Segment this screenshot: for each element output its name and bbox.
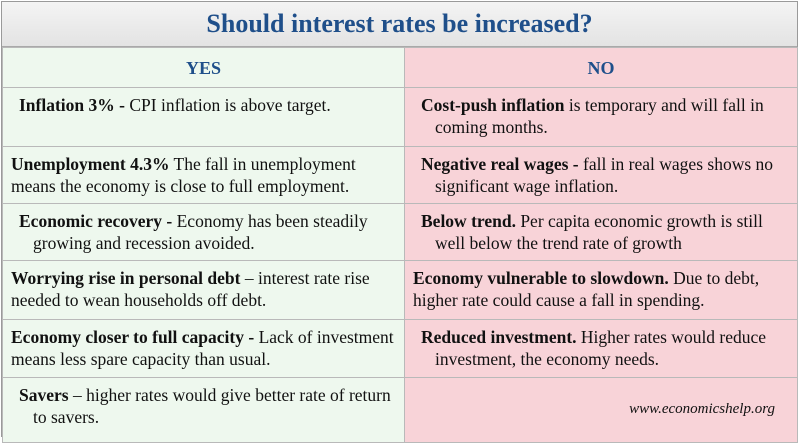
- table-row: Worrying rise in personal debt – interes…: [2, 260, 798, 320]
- no-point-text: Due to debt, higher rate could cause a f…: [413, 268, 760, 310]
- table-row: Inflation 3% - CPI inflation is above ta…: [2, 87, 798, 147]
- yes-point-title: Savers: [19, 385, 69, 405]
- table-row: Economic recovery - Economy has been ste…: [2, 203, 798, 261]
- no-point-title: Below trend.: [421, 211, 516, 231]
- yes-point-text: Economy has been steadily growing and re…: [33, 211, 368, 253]
- yes-point-title: Economy closer to full capacity -: [11, 327, 255, 347]
- no-point-title: Reduced investment.: [421, 327, 577, 347]
- no-point-title: Negative real wages -: [421, 154, 579, 174]
- column-header-yes: YES: [2, 47, 405, 88]
- table-row: Savers – higher rates would give better …: [2, 377, 798, 443]
- yes-point-text: Lack of investment means less spare capa…: [11, 327, 394, 369]
- column-header-no: NO: [404, 47, 798, 88]
- no-point-title: Economy vulnerable to slowdown.: [413, 268, 669, 288]
- page-title: Should interest rates be increased?: [2, 2, 797, 47]
- comparison-table: YES NO Inflation 3% - CPI inflation is a…: [2, 47, 798, 443]
- no-cell: Reduced investment. Higher rates would r…: [404, 319, 798, 378]
- no-cell: Cost-push inflation is temporary and wil…: [404, 87, 798, 147]
- yes-point-text: The fall in unemployment means the econo…: [11, 154, 356, 196]
- yes-point-text: – higher rates would give better rate of…: [33, 385, 391, 427]
- yes-cell: Worrying rise in personal debt – interes…: [2, 260, 405, 320]
- yes-point-title: Inflation 3% -: [19, 95, 125, 115]
- source-credit: www.economicshelp.org: [629, 401, 775, 417]
- no-cell: Negative real wages - fall in real wages…: [404, 146, 798, 204]
- yes-cell: Economy closer to full capacity - Lack o…: [2, 319, 405, 378]
- no-point-text: Higher rates would reduce investment, th…: [435, 327, 767, 369]
- no-point-title: Cost-push inflation: [421, 95, 565, 115]
- no-cell: www.economicshelp.org: [404, 377, 798, 443]
- no-cell: Economy vulnerable to slowdown. Due to d…: [404, 260, 798, 320]
- no-point-text: fall in real wages shows no significant …: [435, 154, 774, 196]
- no-point-text: Per capita economic growth is still well…: [435, 211, 763, 253]
- no-cell: Below trend. Per capita economic growth …: [404, 203, 798, 261]
- yes-point-text: – interest rate rise needed to wean hous…: [11, 268, 370, 310]
- yes-point-title: Unemployment 4.3%: [11, 154, 170, 174]
- yes-cell: Unemployment 4.3% The fall in unemployme…: [2, 146, 405, 204]
- yes-point-title: Worrying rise in personal debt: [11, 268, 241, 288]
- yes-cell: Economic recovery - Economy has been ste…: [2, 203, 405, 261]
- yes-point-text: CPI inflation is above target.: [124, 95, 331, 115]
- table-row: Economy closer to full capacity - Lack o…: [2, 319, 798, 378]
- no-point-text: is temporary and will fall in coming mon…: [435, 95, 764, 137]
- table-row: Unemployment 4.3% The fall in unemployme…: [2, 146, 798, 204]
- yes-point-title: Economic recovery -: [19, 211, 173, 231]
- yes-cell: Savers – higher rates would give better …: [2, 377, 405, 443]
- yes-cell: Inflation 3% - CPI inflation is above ta…: [2, 87, 405, 147]
- table-header-row: YES NO: [2, 47, 798, 88]
